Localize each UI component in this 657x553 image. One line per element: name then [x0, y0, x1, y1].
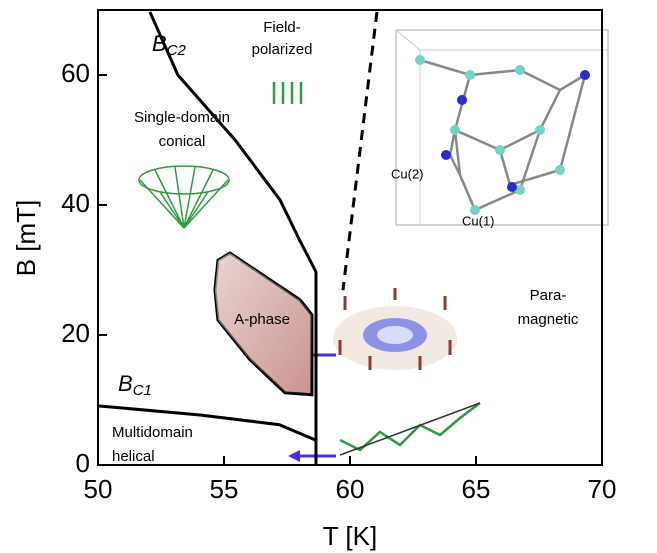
region-shade — [214, 253, 312, 395]
y-tick-label: 0 — [76, 448, 90, 478]
cone-icon — [138, 165, 230, 229]
y-tick-label: 60 — [61, 58, 90, 88]
phase-boundary — [148, 11, 318, 465]
annotation: A-phase — [234, 311, 290, 328]
boundary-label-sub: C2 — [167, 42, 187, 59]
annotation: polarized — [252, 41, 313, 58]
y-tick-label: 40 — [61, 188, 90, 218]
annotation: Single-domain — [134, 109, 230, 126]
x-axis-label: T [K] — [323, 521, 377, 551]
boundary-label: BC2 — [152, 31, 187, 59]
helix-inset — [339, 402, 481, 456]
annotation: conical — [159, 133, 206, 150]
phase-boundary — [341, 11, 379, 291]
annotation: magnetic — [518, 311, 579, 328]
x-tick-label: 65 — [462, 474, 491, 504]
x-tick-label: 70 — [588, 474, 617, 504]
plot-frame — [97, 9, 603, 466]
y-axis-label: B [mT] — [11, 200, 41, 277]
skyrmion-inset — [333, 288, 457, 370]
field-arrows — [272, 82, 303, 104]
annotation: Cu(1) — [462, 213, 495, 228]
x-tick-label: 60 — [336, 474, 365, 504]
x-tick-label: 55 — [210, 474, 239, 504]
annotation: Para- — [530, 287, 567, 304]
boundary-label-sub: C1 — [133, 382, 152, 399]
x-tick-label: 50 — [84, 474, 113, 504]
annotation: Multidomain — [112, 424, 193, 441]
boundary-label-main: B — [152, 31, 167, 56]
boundary-label-main: B — [118, 371, 133, 396]
phase-boundary — [97, 404, 317, 442]
annotation: Cu(2) — [391, 166, 424, 181]
crystal-inset — [395, 29, 609, 226]
y-tick-label: 20 — [61, 318, 90, 348]
annotation: helical — [112, 448, 155, 465]
annotation: Field- — [263, 19, 301, 36]
boundary-label: BC1 — [118, 371, 152, 399]
